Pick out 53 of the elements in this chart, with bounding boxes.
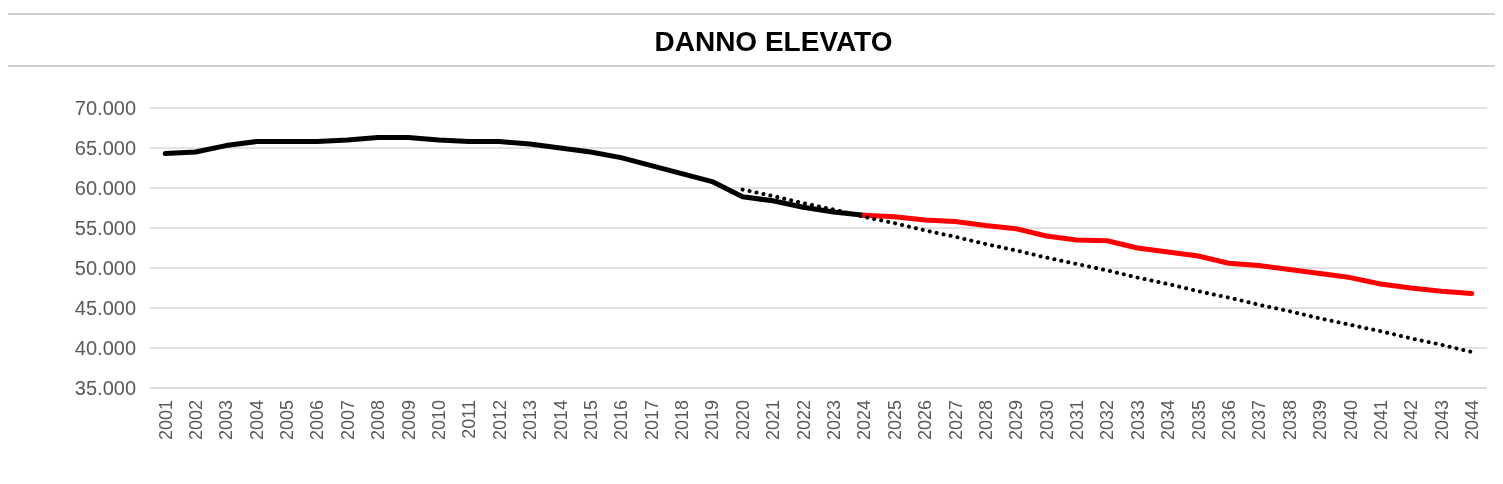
y-tick-label: 55.000 [74,217,136,239]
y-tick-label: 50.000 [74,257,136,279]
x-tick-label: 2038 [1279,400,1300,441]
x-tick-label: 2003 [216,400,237,441]
x-tick-label: 2016 [611,400,632,441]
y-tick-label: 35.000 [74,377,136,399]
x-tick-label: 2026 [915,400,936,441]
x-tick-label: 2023 [823,400,844,441]
x-tick-label: 2036 [1219,400,1240,441]
chart-title: DANNO ELEVATO [654,26,893,57]
x-tick-label: 2039 [1310,400,1331,441]
x-tick-label: 2037 [1249,400,1270,441]
y-tick-label: 45.000 [74,297,136,319]
x-tick-label: 2021 [763,400,784,441]
x-tick-label: 2002 [185,400,206,441]
x-tick-label: 2035 [1188,400,1209,441]
x-tick-label: 2034 [1158,400,1179,441]
x-tick-label: 2031 [1067,400,1088,441]
y-tick-label: 70.000 [74,97,136,119]
x-tick-label: 2029 [1006,400,1027,441]
x-tick-label: 2008 [368,400,389,441]
x-tick-label: 2018 [672,400,693,441]
x-tick-label: 2030 [1036,400,1057,441]
x-tick-label: 2040 [1340,400,1361,441]
y-tick-label: 40.000 [74,337,136,359]
x-tick-label: 2032 [1097,400,1118,441]
x-tick-label: 2024 [854,400,875,441]
x-tick-label: 2033 [1127,400,1148,441]
x-tick-label: 2001 [155,400,176,441]
x-tick-label: 2007 [337,400,358,441]
x-tick-label: 2015 [580,400,601,441]
x-tick-label: 2010 [428,400,449,441]
x-tick-label: 2042 [1401,400,1422,441]
x-tick-label: 2028 [975,400,996,441]
x-tick-label: 2005 [277,400,298,441]
y-tick-label: 65.000 [74,137,136,159]
x-tick-label: 2025 [884,400,905,441]
x-tick-label: 2020 [732,400,753,441]
x-tick-label: 2013 [520,400,541,441]
x-tick-label: 2043 [1431,400,1452,441]
x-tick-label: 2009 [398,400,419,441]
x-tick-label: 2012 [489,400,510,441]
x-tick-label: 2017 [641,400,662,441]
x-tick-label: 2022 [793,400,814,441]
x-tick-label: 2006 [307,400,328,441]
x-tick-label: 2014 [550,400,571,441]
x-tick-label: 2019 [702,400,723,441]
x-tick-label: 2004 [246,400,267,441]
y-tick-label: 60.000 [74,177,136,199]
x-tick-label: 2044 [1462,400,1483,441]
x-tick-label: 2011 [459,400,480,439]
x-tick-label: 2041 [1370,400,1391,441]
x-tick-label: 2027 [945,400,966,441]
